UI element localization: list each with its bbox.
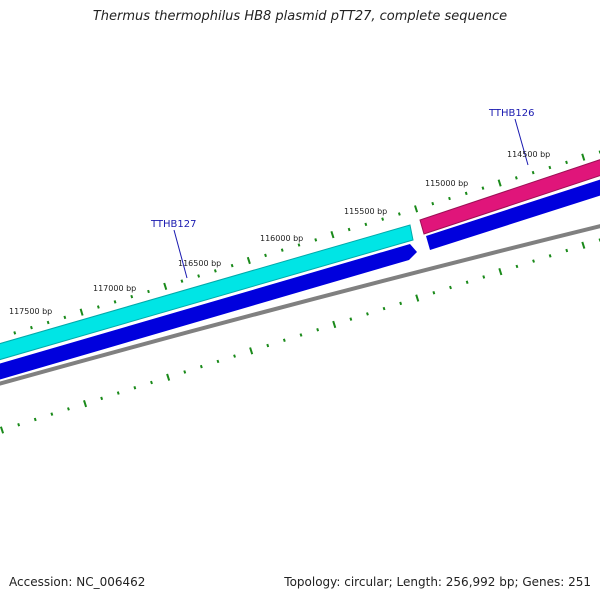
outer-tick-6 [96, 305, 100, 309]
outer-tick-23 [381, 217, 385, 221]
inner-tick-11 [183, 370, 187, 374]
inner-tick-15 [249, 347, 254, 355]
inner-tick-33 [548, 254, 552, 258]
inner-tick-8 [133, 386, 137, 390]
scale-label-114500: 114500 bp [507, 150, 550, 159]
outer-tick-5 [79, 308, 84, 316]
inner-tick-25 [415, 294, 420, 302]
outer-tick-2 [30, 325, 33, 330]
outer-tick-10 [163, 282, 168, 290]
outer-tick-14 [230, 263, 234, 268]
inner-tick-4 [67, 407, 70, 411]
outer-tick-16 [264, 253, 267, 258]
outer-tick-20 [330, 231, 335, 239]
inner-tick-13 [216, 359, 220, 364]
inner-tick-0 [0, 426, 5, 434]
outer-tick-15 [246, 256, 251, 265]
scale-label-115500: 115500 bp [344, 207, 387, 216]
inner-tick-35 [581, 241, 586, 249]
inner-tick-34 [565, 248, 569, 253]
inner-tick-28 [465, 280, 469, 284]
inner-tick-29 [482, 275, 486, 279]
outer-tick-31 [514, 176, 518, 180]
gene-label-tthb127[interactable]: TTHB127 [150, 219, 197, 230]
inner-tick-16 [266, 343, 270, 348]
inner-tick-5 [83, 399, 88, 408]
gene-label-line-tthb126 [514, 118, 529, 166]
inner-tick-17 [282, 338, 286, 342]
inner-tick-21 [349, 317, 353, 321]
inner-tick-7 [116, 391, 120, 395]
inner-tick-18 [299, 333, 303, 337]
outer-tick-ring [13, 150, 600, 335]
outer-tick-35 [581, 153, 586, 161]
inner-tick-26 [432, 291, 436, 295]
outer-tick-33 [548, 165, 552, 170]
outer-tick-34 [565, 160, 568, 165]
scale-label-116500: 116500 bp [178, 259, 221, 268]
gene-label-tthb126[interactable]: TTHB126 [488, 108, 535, 119]
outer-tick-13 [213, 269, 217, 273]
inner-tick-27 [449, 285, 452, 290]
gene-reverse-strand-right[interactable] [426, 178, 600, 250]
inner-tick-3 [50, 412, 54, 416]
inner-tick-19 [316, 328, 320, 332]
map-summary-text: Topology: circular; Length: 256,992 bp; … [284, 575, 591, 589]
map-title: Thermus thermophilus HB8 plasmid pTT27, … [92, 9, 508, 24]
outer-tick-12 [197, 274, 201, 278]
scale-label-115000: 115000 bp [425, 179, 468, 188]
outer-tick-28 [464, 191, 468, 196]
inner-tick-1 [17, 423, 21, 427]
outer-tick-30 [497, 179, 502, 187]
scale-label-116000: 116000 bp [260, 234, 303, 243]
outer-tick-11 [180, 279, 184, 283]
outer-tick-25 [414, 205, 419, 213]
outer-tick-8 [130, 294, 134, 299]
inner-tick-31 [515, 264, 519, 269]
outer-tick-24 [397, 212, 401, 216]
inner-tick-10 [166, 373, 171, 381]
outer-tick-1 [13, 331, 17, 335]
gene-tthb126-forward[interactable] [419, 158, 600, 235]
outer-tick-19 [314, 238, 318, 242]
inner-tick-2 [33, 417, 37, 422]
inner-tick-30 [498, 268, 503, 276]
gene-label-line-tthb127 [173, 229, 188, 279]
inner-tick-23 [382, 306, 386, 311]
inner-tick-9 [150, 380, 153, 385]
inner-tick-6 [100, 396, 104, 401]
scale-label-117500: 117500 bp [9, 307, 52, 316]
accession-text: Accession: NC_006462 [9, 575, 146, 589]
outer-tick-9 [147, 289, 150, 294]
inner-tick-22 [366, 312, 369, 316]
outer-tick-29 [481, 186, 485, 190]
inner-tick-24 [399, 301, 403, 306]
outer-tick-32 [531, 170, 535, 175]
inner-tick-32 [532, 259, 535, 263]
outer-tick-27 [448, 196, 451, 201]
plasmid-backbone [0, 224, 600, 386]
outer-tick-26 [431, 201, 435, 206]
inner-tick-20 [332, 320, 337, 329]
inner-tick-ring [0, 238, 600, 434]
outer-tick-4 [63, 315, 67, 320]
outer-tick-7 [113, 300, 117, 304]
outer-tick-18 [297, 243, 301, 247]
gene-tthb127-forward[interactable] [0, 224, 414, 361]
outer-tick-22 [364, 222, 368, 227]
inner-tick-14 [233, 354, 236, 358]
outer-tick-21 [347, 227, 351, 232]
gene-reverse-strand-left[interactable] [0, 244, 417, 381]
inner-tick-12 [199, 364, 203, 369]
outer-tick-3 [46, 320, 50, 325]
scale-label-117000: 117000 bp [93, 284, 136, 293]
outer-tick-17 [280, 248, 284, 252]
